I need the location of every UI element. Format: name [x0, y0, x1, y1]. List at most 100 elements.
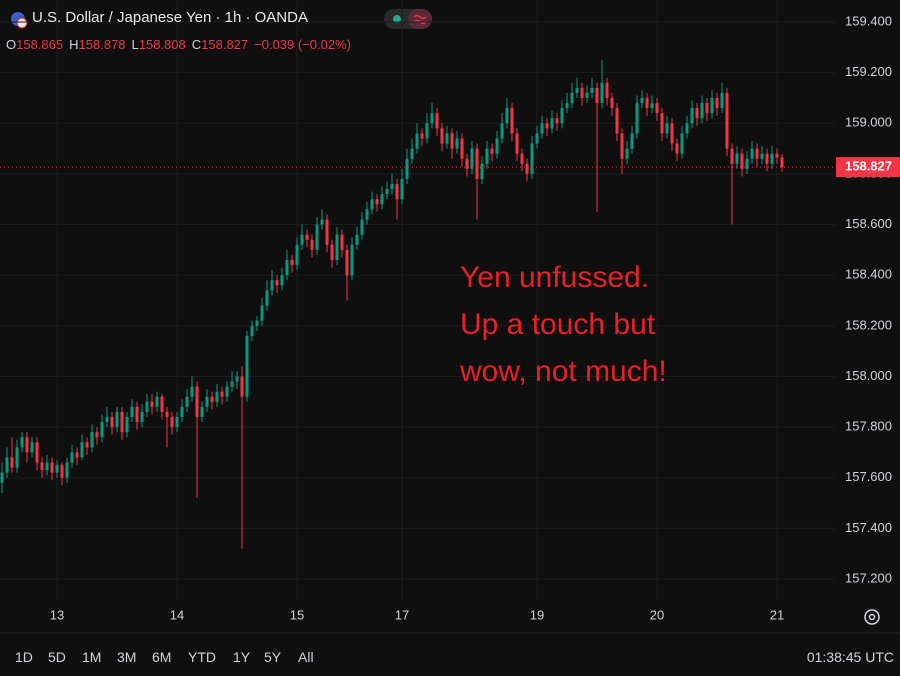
candle-body	[410, 148, 414, 159]
candle-body	[185, 396, 189, 407]
candle-body	[220, 391, 224, 397]
x-tick-label: 21	[770, 607, 784, 622]
y-tick-label: 158.600	[845, 216, 892, 231]
candle-body	[610, 97, 614, 109]
candle-body	[545, 123, 549, 129]
candle-body	[115, 411, 119, 428]
candle-body	[705, 103, 709, 114]
candle-body	[690, 108, 694, 124]
range-button[interactable]: YTD	[188, 649, 216, 665]
last-price-label: 158.827	[845, 159, 892, 174]
candle-body	[405, 158, 409, 179]
candle-body	[480, 163, 484, 179]
candle-body	[285, 260, 289, 276]
candle-body	[420, 133, 424, 139]
x-tick-label: 17	[395, 607, 409, 622]
candle-body	[655, 103, 659, 114]
candle-body	[650, 103, 654, 109]
candle-body	[525, 163, 529, 174]
candle-body	[290, 260, 294, 266]
y-tick-label: 157.400	[845, 520, 892, 535]
candle-body	[555, 118, 559, 124]
candle-body	[770, 153, 774, 164]
candle-body	[160, 396, 164, 412]
candle-body	[730, 148, 734, 164]
range-button[interactable]: 3M	[117, 649, 137, 665]
range-button[interactable]: 5Y	[264, 649, 282, 665]
settings-gear[interactable]	[864, 609, 880, 625]
candle-body	[390, 184, 394, 190]
candle-body	[775, 153, 779, 158]
candle-body	[680, 133, 684, 154]
settings-icon[interactable]	[864, 609, 880, 625]
candle-body	[725, 92, 729, 149]
candle-body	[45, 462, 49, 471]
settings-gear[interactable]	[868, 613, 876, 621]
candle-body	[460, 138, 464, 159]
range-button[interactable]: 1M	[82, 649, 102, 665]
candle-body	[630, 133, 634, 149]
candle-body	[315, 224, 319, 250]
y-tick-label: 159.400	[845, 13, 892, 28]
ohlc-legend: O158.865 H158.878 L158.808 C158.827 −0.039 (…	[6, 37, 357, 52]
candle-body	[15, 447, 19, 468]
candle-body	[745, 158, 749, 169]
candle-body	[350, 244, 354, 276]
candle-body	[475, 148, 479, 179]
candle-body	[660, 113, 664, 134]
candle-body	[590, 87, 594, 93]
candle-body	[360, 219, 364, 235]
candle-body	[600, 82, 604, 104]
candle-body	[275, 280, 279, 286]
range-button[interactable]: 1Y	[233, 649, 251, 665]
candle-body	[370, 199, 374, 210]
candle-body	[585, 92, 589, 98]
candle-body	[120, 411, 124, 433]
candle-body	[20, 437, 24, 448]
candle-body	[310, 239, 314, 250]
candle-body	[215, 391, 219, 402]
x-tick-label: 19	[530, 607, 544, 622]
candle-body	[165, 411, 169, 417]
range-button[interactable]: 6M	[152, 649, 172, 665]
candle-body	[280, 275, 284, 286]
candle-body	[65, 462, 69, 478]
candle-body	[485, 148, 489, 164]
candle-body	[735, 153, 739, 164]
candle-body	[440, 128, 444, 144]
ohlc-value: 158.808	[138, 37, 186, 52]
candle-body	[245, 335, 249, 397]
last-price-box	[836, 157, 900, 178]
candle-body	[170, 416, 174, 428]
candle-body	[515, 133, 519, 154]
candle-body	[60, 465, 64, 478]
candle-body	[635, 103, 639, 134]
ohlc-key: O	[6, 37, 17, 52]
y-tick-label: 159.000	[845, 115, 892, 130]
candle-body	[200, 406, 204, 417]
candle-body	[565, 103, 569, 109]
ohlc-value: 158.865	[16, 37, 64, 52]
range-button[interactable]: 1D	[15, 649, 33, 665]
ohlc-value: 158.827	[201, 37, 249, 52]
candle-body	[5, 457, 9, 473]
candle-body	[720, 92, 724, 109]
range-button[interactable]: All	[298, 649, 314, 665]
candle-body	[670, 123, 674, 144]
status-dot	[393, 15, 401, 23]
x-tick-label: 14	[170, 607, 184, 622]
annotation: Yen unfussed. Up a touch but wow, not much…	[460, 254, 667, 395]
y-tick-label: 158.400	[845, 267, 892, 282]
candle-body	[250, 325, 254, 336]
candle-body	[595, 87, 599, 104]
candle-body	[190, 386, 194, 397]
candle-body	[695, 108, 699, 119]
range-button[interactable]: 5D	[48, 649, 66, 665]
candle-body	[490, 148, 494, 154]
candle-body	[505, 108, 509, 124]
x-tick-label: 13	[50, 607, 64, 622]
candle-body	[455, 138, 459, 149]
ohlc-key: C	[191, 37, 202, 52]
candle-body	[385, 189, 389, 195]
